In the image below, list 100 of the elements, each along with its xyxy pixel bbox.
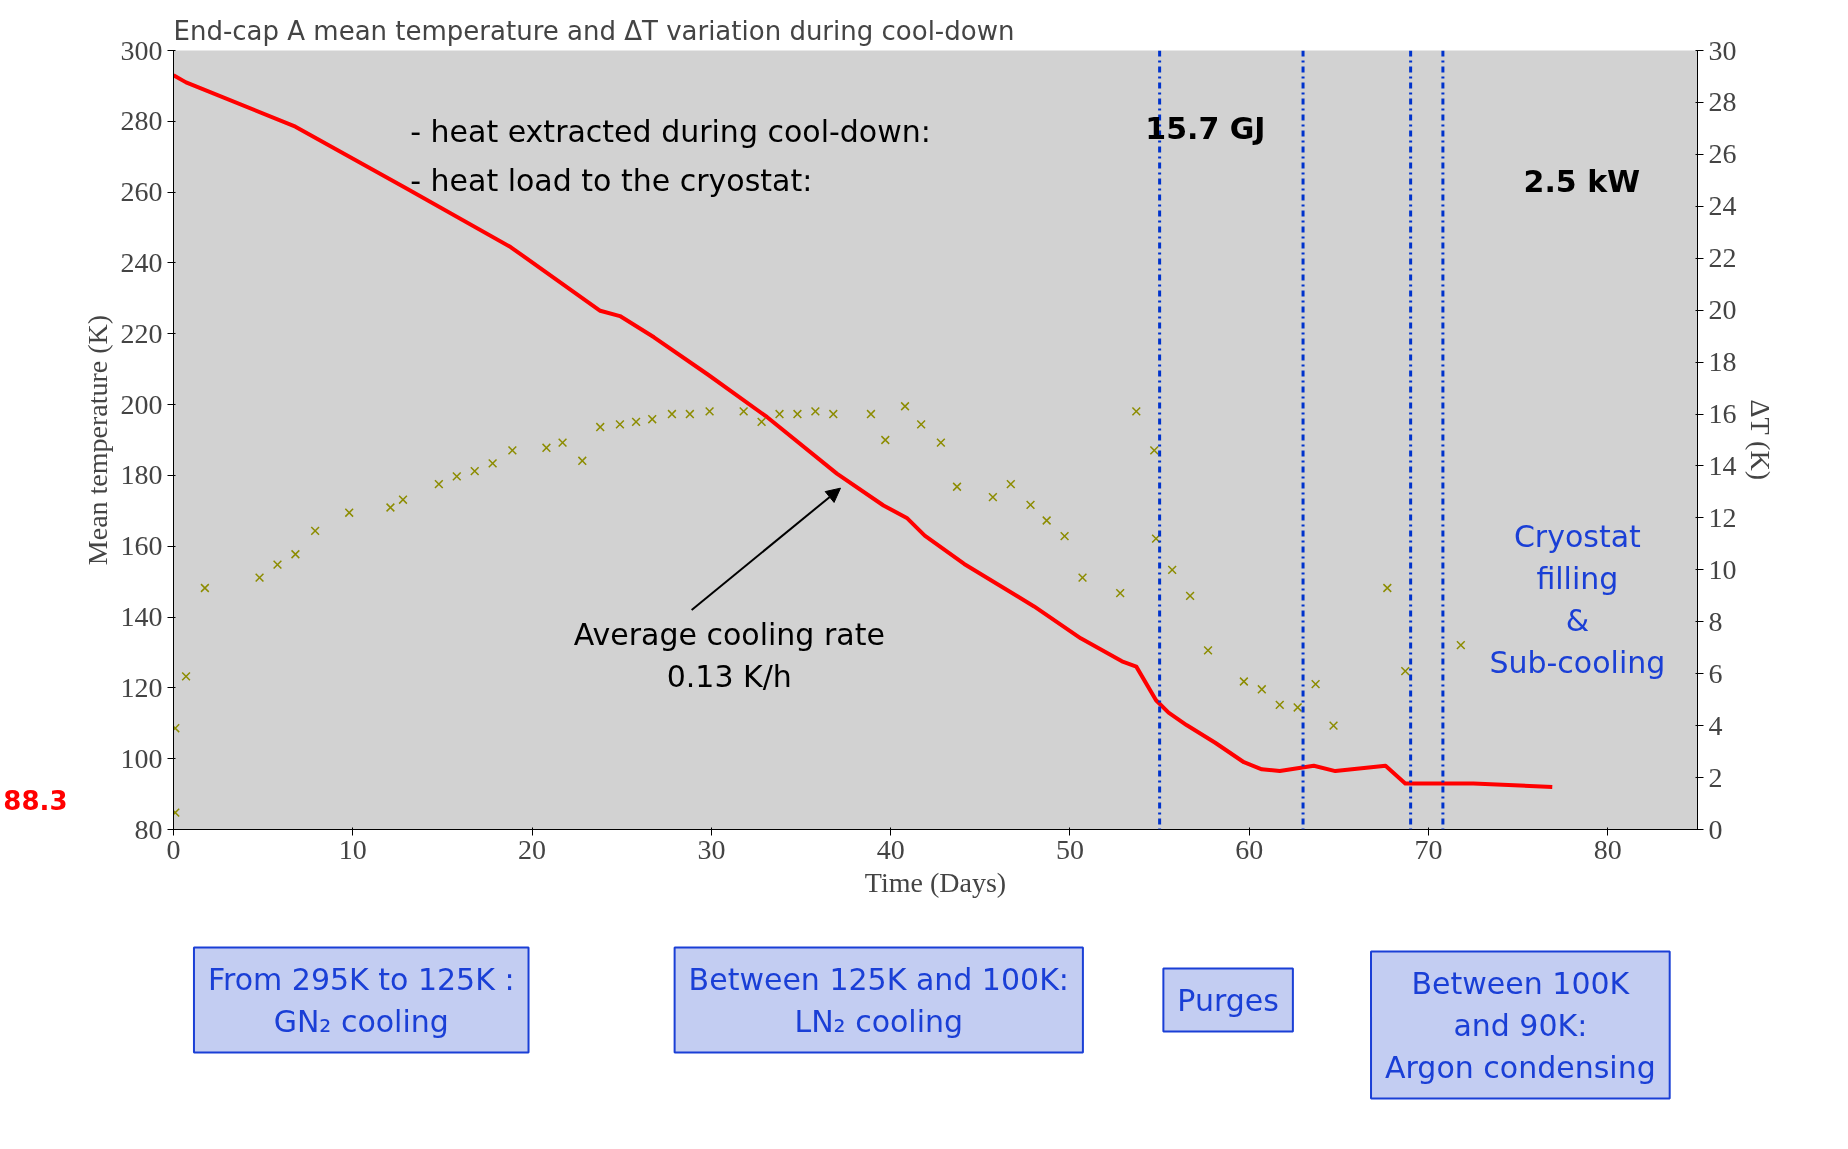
point bbox=[739, 406, 749, 417]
point bbox=[1006, 479, 1016, 489]
point bbox=[1059, 531, 1070, 541]
point bbox=[988, 492, 998, 502]
chart-title: End-cap A mean temperature and ΔT variation during cool-down bbox=[173, 15, 1015, 46]
x-axis-title: Time (Days) bbox=[864, 866, 1007, 898]
point bbox=[810, 406, 821, 417]
point bbox=[557, 437, 568, 448]
y-tick-label: 300 bbox=[120, 34, 163, 66]
point bbox=[756, 417, 767, 427]
point bbox=[1185, 591, 1195, 601]
point bbox=[1167, 565, 1177, 575]
y-tick-label: 180 bbox=[120, 459, 163, 491]
point bbox=[792, 409, 803, 419]
point bbox=[704, 406, 715, 417]
y2-tick-label: 16 bbox=[1708, 398, 1737, 430]
point bbox=[254, 572, 265, 583]
text: 88.3 bbox=[3, 785, 68, 816]
point bbox=[290, 549, 301, 559]
y-tick-label: 260 bbox=[120, 176, 163, 208]
text: Between 100K and 90K: Argon condensing bbox=[1385, 965, 1656, 1085]
y2-tick-label: 20 bbox=[1708, 294, 1737, 326]
point bbox=[398, 495, 408, 505]
annotation: Average cooling rate 0.13 K/h bbox=[573, 617, 885, 695]
y2-tick-label: 12 bbox=[1708, 501, 1737, 533]
y-tick-label: 120 bbox=[120, 671, 163, 703]
point bbox=[1310, 679, 1321, 689]
point bbox=[1293, 702, 1303, 713]
point bbox=[1328, 720, 1339, 731]
annotation: - heat load to the cryostat: bbox=[410, 162, 813, 198]
point bbox=[541, 443, 552, 453]
point bbox=[952, 482, 962, 492]
y2-tick-label: 22 bbox=[1708, 242, 1737, 274]
point bbox=[774, 409, 785, 419]
point bbox=[1239, 676, 1249, 687]
x-tick-label: 30 bbox=[697, 833, 726, 865]
y2-tick-label: 8 bbox=[1708, 605, 1723, 637]
point bbox=[936, 437, 946, 448]
point bbox=[452, 471, 462, 481]
text: From 295K to 125K : GN₂ cooling bbox=[207, 961, 515, 1039]
y2-tick-label: 24 bbox=[1708, 190, 1737, 222]
point bbox=[310, 526, 320, 536]
x-tick-label: 50 bbox=[1055, 833, 1084, 865]
y-axis-title: Mean temperature (K) bbox=[81, 314, 113, 566]
annotation: 15.7 GJ bbox=[1145, 110, 1266, 146]
y-tick-label: 160 bbox=[120, 530, 163, 562]
y2-tick-label: 18 bbox=[1708, 346, 1737, 378]
x-tick-label: 10 bbox=[338, 833, 367, 865]
x-tick-label: 40 bbox=[876, 833, 905, 865]
y2-tick-label: 4 bbox=[1708, 709, 1723, 741]
point bbox=[1400, 666, 1410, 676]
point bbox=[866, 409, 876, 419]
annotation: - heat extracted during cool-down: bbox=[410, 114, 931, 150]
point bbox=[667, 409, 677, 419]
point bbox=[1151, 534, 1161, 544]
point bbox=[900, 401, 910, 411]
point bbox=[685, 409, 695, 419]
y-tick-label: 220 bbox=[120, 317, 163, 349]
point bbox=[1077, 572, 1088, 583]
text: Between 125K and 100K: LN₂ cooling bbox=[688, 961, 1069, 1039]
point bbox=[434, 479, 444, 489]
point bbox=[1382, 583, 1392, 593]
x-tick-label: 60 bbox=[1235, 833, 1264, 865]
point bbox=[344, 508, 354, 518]
point bbox=[1275, 700, 1285, 710]
point bbox=[828, 409, 838, 419]
point bbox=[647, 414, 657, 424]
point bbox=[507, 445, 517, 456]
y2-tick-label: 6 bbox=[1708, 657, 1723, 689]
y2-tick-label: 14 bbox=[1708, 449, 1737, 481]
point bbox=[385, 502, 396, 513]
y2-tick-label: 0 bbox=[1708, 813, 1723, 845]
y2-tick-label: 30 bbox=[1708, 34, 1737, 66]
point bbox=[595, 422, 605, 432]
y2-tick-label: 26 bbox=[1708, 138, 1737, 170]
annotation: Cryostat filling & Sub-cooling bbox=[1489, 518, 1666, 680]
point bbox=[470, 466, 480, 476]
point bbox=[200, 583, 210, 593]
x-tick-label: 70 bbox=[1414, 833, 1443, 865]
text: Purges bbox=[1177, 982, 1279, 1018]
point bbox=[1115, 588, 1125, 598]
point bbox=[880, 435, 890, 445]
point bbox=[1131, 406, 1141, 417]
point bbox=[577, 456, 587, 466]
point bbox=[1025, 500, 1036, 510]
y-tick-label: 240 bbox=[120, 246, 163, 278]
y-tick-label: 200 bbox=[120, 388, 163, 420]
y-tick-label: 140 bbox=[120, 601, 163, 633]
x-tick-label: 0 bbox=[166, 833, 181, 865]
y2-tick-label: 28 bbox=[1708, 86, 1737, 118]
point bbox=[1456, 640, 1466, 650]
x-tick-label: 80 bbox=[1593, 833, 1622, 865]
annotation: 2.5 kW bbox=[1523, 164, 1641, 200]
y-tick-label: 100 bbox=[120, 742, 163, 774]
point bbox=[1042, 515, 1052, 526]
point bbox=[1149, 445, 1159, 456]
y2-axis-title: ΔT (K) bbox=[1744, 399, 1776, 480]
x-tick-label: 20 bbox=[518, 833, 547, 865]
y-tick-label: 280 bbox=[120, 105, 163, 137]
point bbox=[615, 419, 625, 430]
